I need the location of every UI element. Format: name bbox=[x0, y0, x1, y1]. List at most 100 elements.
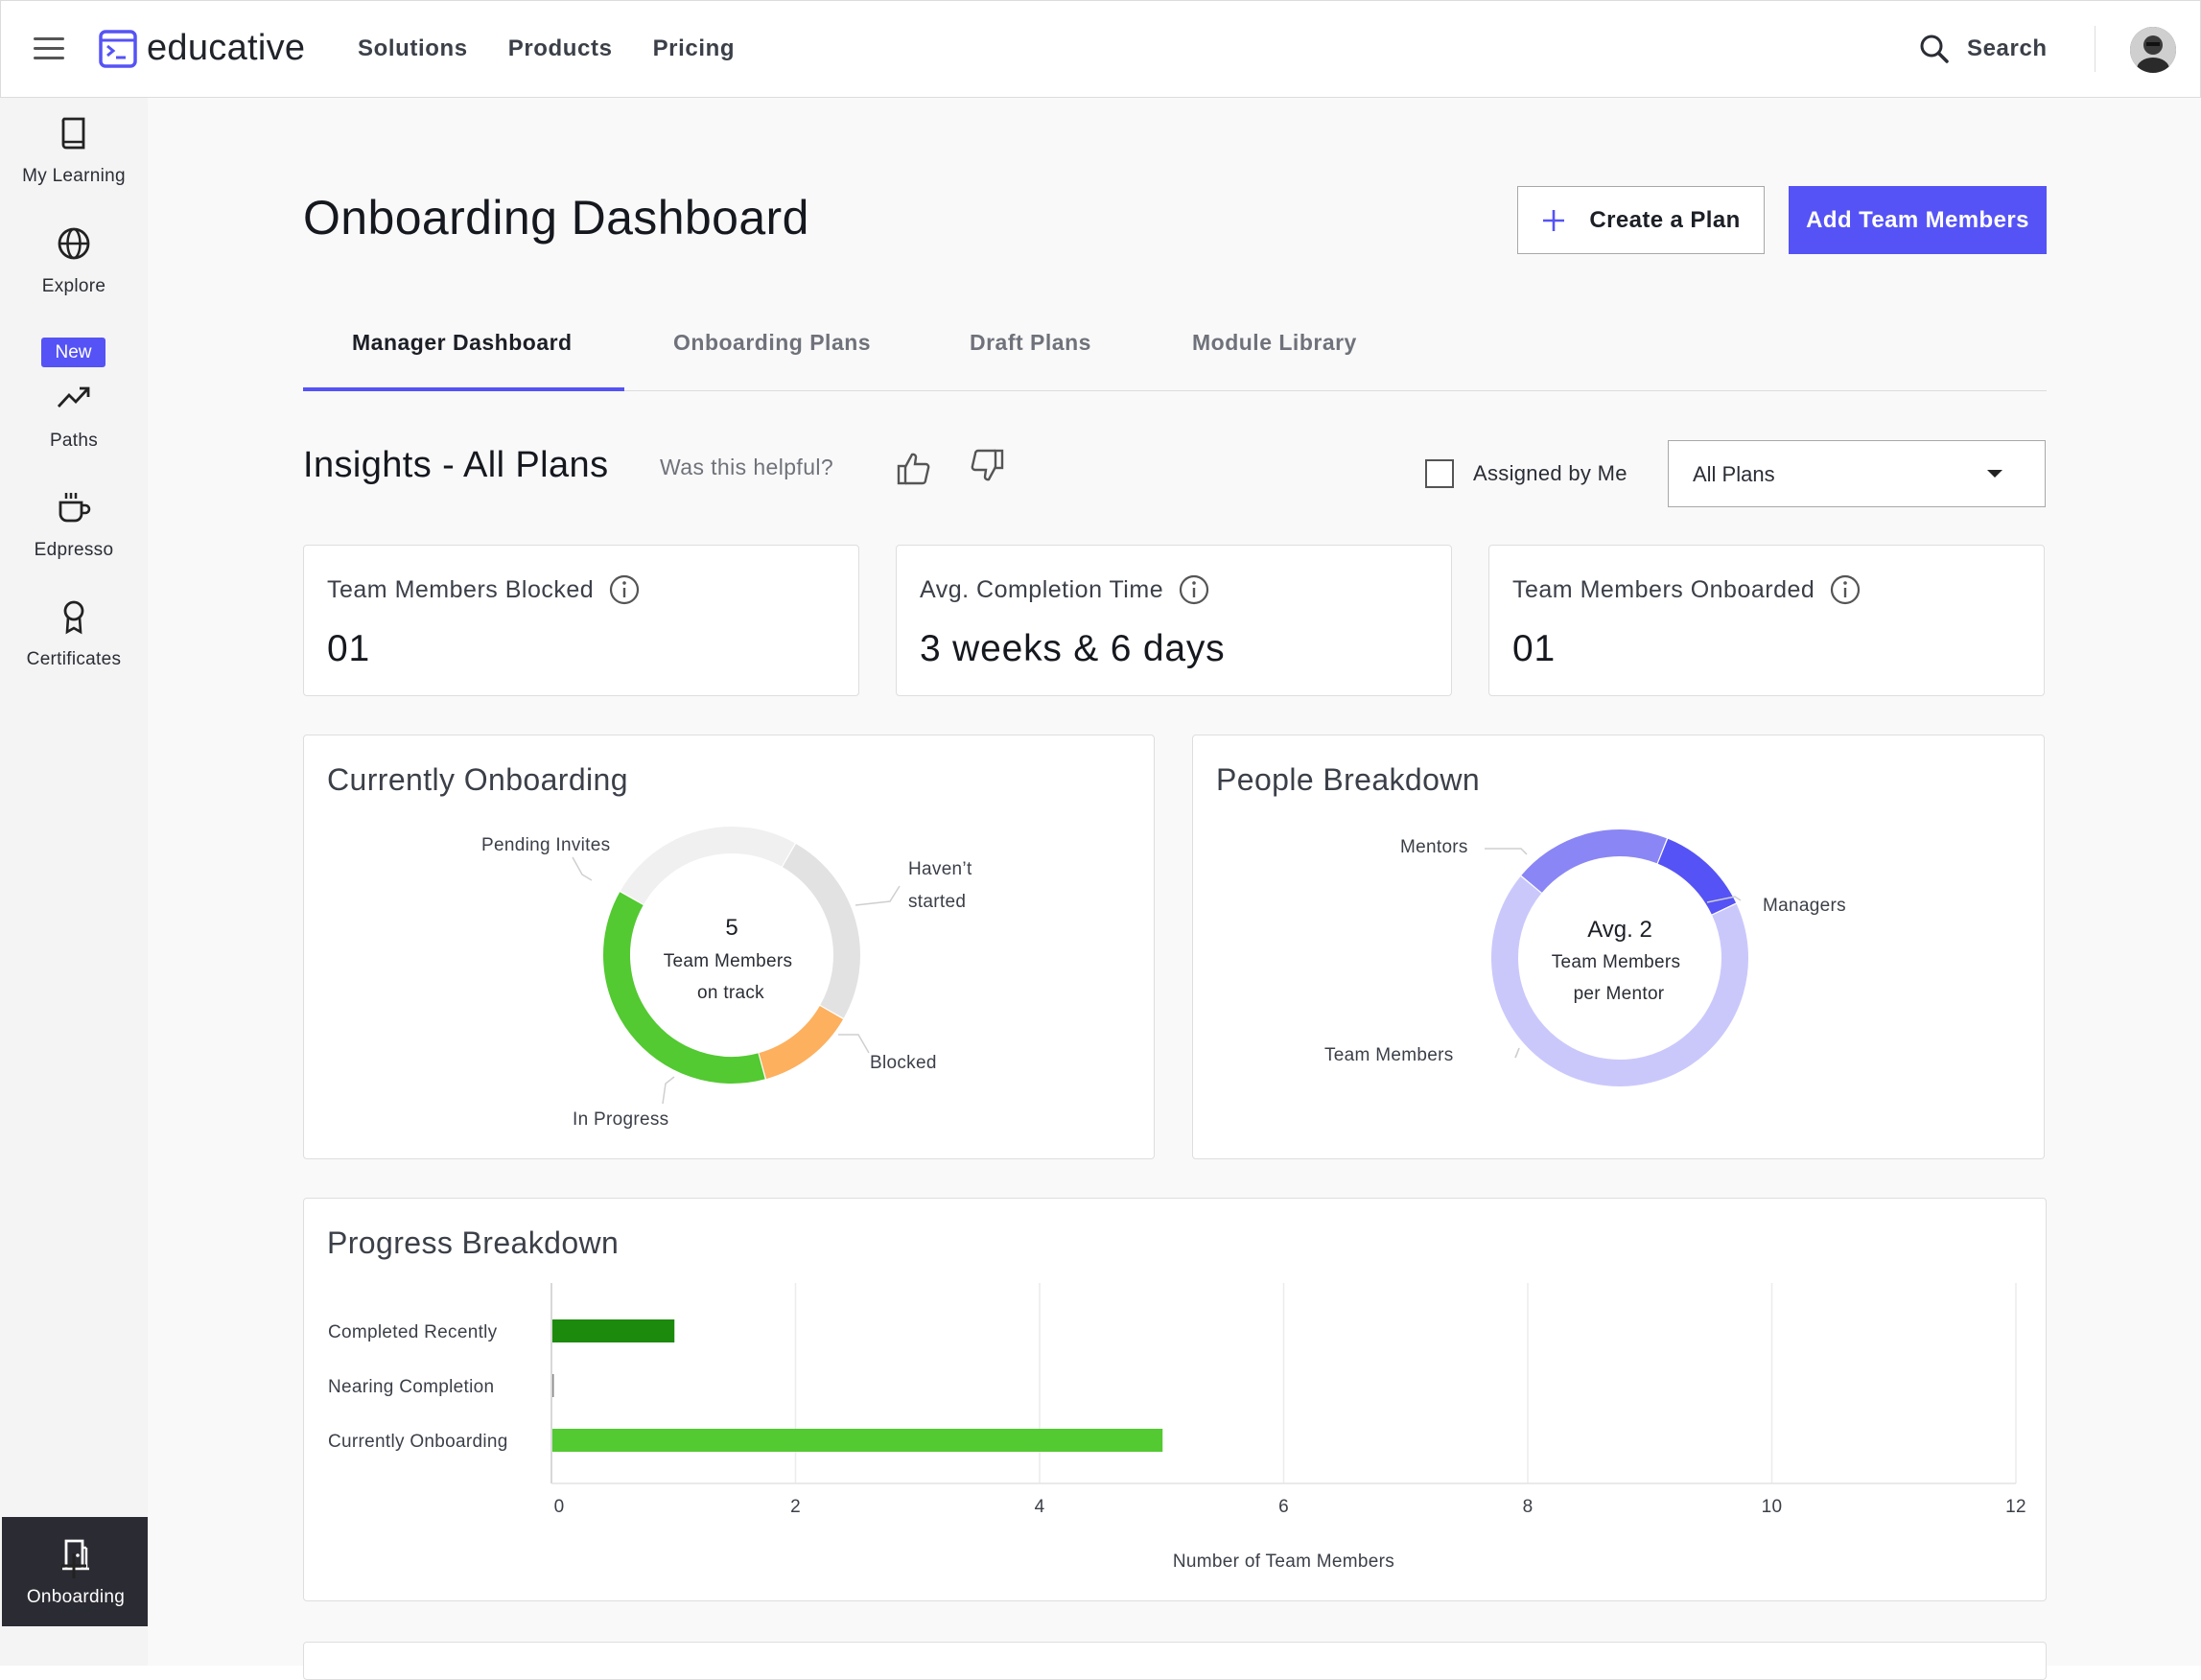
tab-bar: Manager Dashboard Onboarding Plans Draft… bbox=[303, 316, 2047, 391]
slice-blocked bbox=[759, 1005, 844, 1080]
label-mentors: Mentors bbox=[1400, 837, 1468, 857]
bar[interactable] bbox=[552, 1319, 675, 1342]
sidebar-item-label: My Learning bbox=[22, 166, 126, 186]
people-breakdown-card: People Breakdown Mentors Managers Team M… bbox=[1192, 735, 2045, 1159]
menu-icon[interactable] bbox=[34, 37, 64, 60]
bar[interactable] bbox=[552, 1374, 554, 1397]
leader-line bbox=[838, 1034, 870, 1054]
sidebar-item-edpresso[interactable]: Edpresso bbox=[0, 489, 148, 561]
sidebar-item-certificates[interactable]: Certificates bbox=[0, 598, 148, 670]
x-tick-label: 8 bbox=[1523, 1497, 1534, 1517]
plus-icon bbox=[1543, 209, 1565, 231]
slice-not-started bbox=[782, 843, 860, 1018]
x-axis-label: Number of Team Members bbox=[1173, 1552, 1394, 1572]
leader-line bbox=[662, 1076, 675, 1105]
create-plan-label: Create a Plan bbox=[1589, 206, 1741, 233]
sidebar-item-paths[interactable]: Paths bbox=[0, 380, 148, 452]
bar[interactable] bbox=[552, 1429, 1163, 1452]
label-not-started-1: Haven’t bbox=[908, 859, 972, 879]
plan-select-value: All Plans bbox=[1693, 462, 1775, 486]
info-icon[interactable] bbox=[1830, 574, 1861, 605]
y-category-label: Completed Recently bbox=[328, 1322, 498, 1342]
center-line-2: per Mentor bbox=[1574, 984, 1665, 1004]
slice-in-progress bbox=[603, 892, 765, 1084]
card-title: Currently Onboarding bbox=[327, 762, 628, 797]
logo-text: educative bbox=[147, 28, 306, 68]
search-button[interactable]: Search bbox=[1919, 34, 2048, 64]
label-managers: Managers bbox=[1763, 896, 1846, 916]
helpful-prompt: Was this helpful? bbox=[660, 455, 834, 479]
coffee-icon bbox=[59, 493, 91, 523]
leader-line bbox=[1514, 1047, 1520, 1059]
label-pending-invites: Pending Invites bbox=[481, 835, 610, 855]
stat-label: Avg. Completion Time bbox=[920, 574, 1209, 605]
people-breakdown-chart: Mentors Managers Team Members Avg. 2 Tea… bbox=[1324, 829, 1846, 1086]
label-blocked: Blocked bbox=[870, 1053, 937, 1073]
main-nav: Solutions Products Pricing bbox=[358, 35, 735, 62]
info-icon[interactable] bbox=[609, 574, 640, 605]
center-line-1: Team Members bbox=[1552, 952, 1681, 972]
plus-icon bbox=[61, 1553, 86, 1578]
tab-module-library[interactable]: Module Library bbox=[1192, 330, 1357, 355]
sidebar-item-explore[interactable]: Explore bbox=[0, 225, 148, 297]
search-icon bbox=[1920, 35, 1949, 63]
stat-label-text: Avg. Completion Time bbox=[920, 575, 1164, 603]
insights-title: Insights - All Plans bbox=[303, 445, 609, 485]
stat-card-completion-time: Avg. Completion Time 3 weeks & 6 days bbox=[896, 545, 1452, 696]
leader-line bbox=[1485, 848, 1528, 855]
avatar-image bbox=[2130, 27, 2176, 73]
x-tick-label: 0 bbox=[554, 1497, 565, 1517]
sidebar-item-label: Explore bbox=[41, 276, 106, 296]
tab-draft-plans[interactable]: Draft Plans bbox=[970, 330, 1091, 355]
label-team-members: Team Members bbox=[1324, 1045, 1454, 1065]
x-tick-label: 10 bbox=[1762, 1497, 1783, 1517]
tab-manager-dashboard[interactable]: Manager Dashboard bbox=[352, 330, 573, 355]
create-plan-button[interactable]: Create a Plan bbox=[1517, 186, 1765, 254]
left-sidebar: My Learning Explore New Paths Edpresso bbox=[0, 98, 148, 1666]
tab-onboarding-plans[interactable]: Onboarding Plans bbox=[673, 330, 872, 355]
plan-select[interactable]: All Plans bbox=[1668, 440, 2046, 507]
stat-label: Team Members Blocked bbox=[327, 574, 640, 605]
slice-pending-invites bbox=[620, 827, 795, 905]
nav-pricing[interactable]: Pricing bbox=[652, 35, 736, 61]
thumbs-down-icon[interactable] bbox=[969, 447, 1005, 483]
caret-down-icon bbox=[1987, 470, 2002, 478]
x-tick-label: 6 bbox=[1278, 1497, 1289, 1517]
assigned-by-me-checkbox[interactable] bbox=[1425, 459, 1454, 488]
center-value: Avg. 2 bbox=[1587, 917, 1652, 943]
nav-products[interactable]: Products bbox=[507, 35, 613, 61]
next-card bbox=[303, 1642, 2047, 1680]
stat-card-onboarded: Team Members Onboarded 01 bbox=[1488, 545, 2045, 696]
progress-breakdown-card: Progress Breakdown 0 2 4 6 8 10 12 Completed Re… bbox=[303, 1198, 2047, 1601]
sidebar-item-create[interactable]: Create bbox=[0, 1548, 148, 1620]
slice-managers bbox=[1657, 838, 1737, 915]
x-tick-label: 2 bbox=[790, 1497, 801, 1517]
center-line-2: on track bbox=[697, 983, 764, 1003]
slice-team-members bbox=[1491, 875, 1748, 1086]
sidebar-item-label: Paths bbox=[49, 431, 99, 451]
currently-onboarding-chart: Pending Invites Haven’t started Blocked … bbox=[481, 827, 972, 1130]
stat-card-blocked: Team Members Blocked 01 bbox=[303, 545, 859, 696]
center-line-1: Team Members bbox=[664, 951, 793, 971]
award-icon bbox=[63, 600, 84, 635]
stat-label-text: Team Members Blocked bbox=[327, 575, 595, 603]
new-badge: New bbox=[41, 338, 105, 367]
label-not-started-2: started bbox=[908, 892, 966, 912]
center-value: 5 bbox=[725, 915, 738, 941]
sidebar-item-label: Certificates bbox=[26, 649, 122, 669]
sidebar-item-label: Onboarding bbox=[26, 1587, 126, 1607]
logo[interactable]: educative bbox=[99, 28, 305, 69]
add-team-members-button[interactable]: Add Team Members bbox=[1789, 186, 2047, 254]
progress-breakdown-chart: 0 2 4 6 8 10 12 Completed Recently Nearing Compl… bbox=[328, 1283, 2026, 1572]
stat-value: 01 bbox=[327, 628, 370, 669]
globe-icon bbox=[58, 227, 90, 260]
x-tick-label: 4 bbox=[1035, 1497, 1045, 1517]
leader-line bbox=[572, 856, 593, 881]
label-in-progress: In Progress bbox=[573, 1109, 668, 1130]
stat-label: Team Members Onboarded bbox=[1512, 574, 1861, 605]
nav-solutions[interactable]: Solutions bbox=[358, 35, 468, 61]
avatar[interactable] bbox=[2130, 27, 2176, 73]
sidebar-item-my-learning[interactable]: My Learning bbox=[0, 115, 148, 187]
thumbs-up-icon[interactable] bbox=[896, 451, 932, 487]
info-icon[interactable] bbox=[1179, 574, 1209, 605]
